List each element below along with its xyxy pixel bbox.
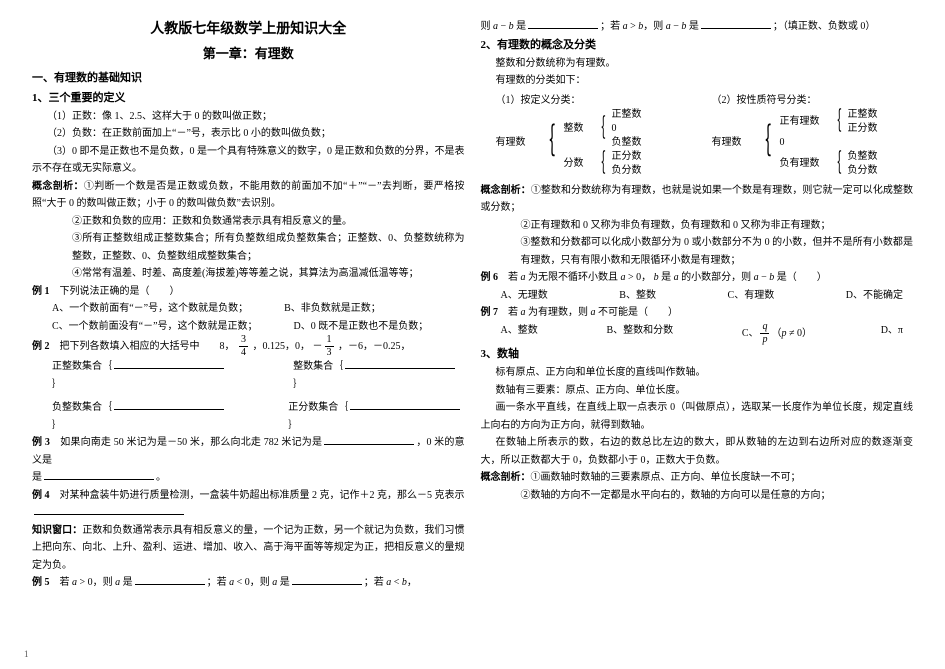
example-5-cont: 则 a − b 是；若 a > b，则 a − b 是；（填正数、负数或 0） [481, 18, 914, 36]
example-6: 例 6 若 a 为无限不循环小数且 a > 0， b 是 a 的小数部分，则 a… [481, 269, 914, 287]
blank-ex3b [44, 471, 154, 480]
example-1-row2: C、一个数前面没有“－”号，这个数就是正数； D、0 既不是正数也不是负数； [32, 318, 465, 336]
example-1-opt-c: C、一个数前面没有“－”号，这个数就是正数； [52, 318, 258, 336]
blank-ex5a [135, 576, 205, 585]
definition-3: （3）0 即不是正数也不是负数，0 是一个具有特殊意义的数字，0 是正数和负数的… [32, 143, 465, 178]
definition-1: （1）正数：像 1、2.5、这样大于 0 的数叫做正数； [32, 108, 465, 126]
example-1-opt-d: D、0 既不是正数也不是负数； [294, 318, 429, 336]
analysis-label: 概念剖析： [32, 181, 84, 192]
tree2-caption: （2）按性质符号分类： [712, 94, 878, 108]
fraction-3-4: 34 [239, 335, 248, 358]
example-6-options: A、无理数 B、整数 C、有理数 D、不能确定 [481, 287, 914, 305]
sec3-l4: 在数轴上所表示的数，右边的数总比左边的数大，即从数轴的左边到右边所对应的数逐渐变… [481, 434, 914, 469]
section-1-heading: 一、有理数的基础知识 [32, 69, 465, 88]
set-posint: 正整数集合 [52, 361, 102, 372]
set-negint: 负整数集合 [52, 402, 102, 413]
ex6-opt-c: C、有理数 [728, 287, 775, 305]
example-7: 例 7 若 a 为有理数，则 a 不可能是（ ） [481, 304, 914, 322]
analysis-4: ④常常有温差、时差、高度差(海拔差)等等差之说，其算法为高温减低温等等； [32, 265, 465, 283]
example-5: 例 5 若 a > 0，则 a 是；若 a < 0，则 a 是；若 a < b， [32, 574, 465, 592]
left-column: 人教版七年级数学上册知识大全 第一章：有理数 一、有理数的基础知识 1、三个重要… [24, 18, 473, 661]
example-1-label: 例 1 [32, 286, 50, 297]
analysis-r2: ②正有理数和 0 又称为非负有理数，负有理数和 0 又称为非正有理数； [481, 217, 914, 235]
blank-set1 [114, 360, 224, 369]
brace-icon: ｛ [591, 117, 605, 141]
example-5-label: 例 5 [32, 577, 50, 588]
ex7-opt-b: B、整数和分数 [606, 322, 673, 345]
tip-label: 知识窗口： [32, 525, 82, 536]
example-3-label: 例 3 [32, 437, 50, 448]
ex7-opt-a: A、整数 [501, 322, 538, 345]
example-6-label: 例 6 [481, 272, 499, 283]
fraction-q-p: qp [760, 322, 769, 345]
page-number: 1 [24, 647, 29, 663]
blank-ex4 [34, 506, 184, 515]
tree-by-definition: （1）按定义分类： 有理数 ｛ 整数 ｛ 正整数 0 负整数 [496, 94, 642, 178]
blank-set3 [114, 401, 224, 410]
definition-2: （2）负数：在正数前面加上“－”号，表示比 0 小的数叫做负数； [32, 125, 465, 143]
set-int: 整数集合 [293, 361, 333, 372]
sec3-analysis: 概念剖析：①画数轴时数轴的三要素原点、正方向、单位长度缺一不可； [481, 469, 914, 487]
brace-icon: ｛ [827, 152, 841, 176]
ex6-opt-a: A、无理数 [501, 287, 548, 305]
example-1-opt-a: A、一个数前面有“－”号，这个数就是负数； [52, 300, 248, 318]
analysis-3: ③所有正整数组成正整数集合；所有负整数组成负整数集合；正整数、0、负整数统称为整… [32, 230, 465, 265]
example-4: 例 4 对某种盒装牛奶进行质量检测，一盒装牛奶超出标准质量 2 克，记作＋2 克… [32, 487, 465, 522]
blank-r1 [528, 20, 598, 29]
example-3: 例 3 如果向南走 50 米记为是－50 米，那么向北走 782 米记为是，0 … [32, 434, 465, 469]
sec3-l2: 数轴有三要素：原点、正方向、单位长度。 [481, 382, 914, 400]
doc-title: 人教版七年级数学上册知识大全 [32, 18, 465, 43]
analysis-label-s3: 概念剖析： [481, 472, 531, 483]
blank-set4 [350, 401, 460, 410]
sec2-line2: 有理数的分类如下： [481, 72, 914, 90]
analysis-r1: 概念剖析：①整数和分数统称为有理数，也就是说如果一个数是有理数，则它就一定可以化… [481, 182, 914, 217]
example-2: 例 2 把下列各数填入相应的大括号中 8， 34 ，0.125，0， －13 ，… [32, 335, 465, 358]
example-1-opt-b: B、非负数就是正数； [284, 300, 381, 318]
example-1: 例 1 下列说法正确的是（ ） [32, 283, 465, 301]
tree-root: 有理数 [496, 136, 528, 150]
brace-icon: ｛ [591, 152, 605, 176]
section-2-heading: 2、有理数的概念及分类 [481, 36, 914, 55]
chapter-title: 第一章：有理数 [32, 43, 465, 66]
set-row-1: 正整数集合｛｝ 整数集合｛｝ [32, 358, 465, 393]
brace-icon: ｛ [752, 126, 772, 160]
set-row-2: 负整数集合｛｝ 正分数集合｛｝ [32, 399, 465, 434]
example-7-options: A、整数 B、整数和分数 C、qp（p ≠ 0） D、π [481, 322, 914, 345]
set-posfrac: 正分数集合 [288, 402, 338, 413]
sec3-l1: 标有原点、正方向和单位长度的直线叫作数轴。 [481, 364, 914, 382]
tree-by-sign: （2）按性质符号分类： 有理数 ｛ 正有理数 ｛ 正整数 正分数 0 [712, 94, 878, 178]
analysis-r3: ③整数和分数都可以化成小数部分为 0 或小数部分不为 0 的小数，但并不是所有小… [481, 234, 914, 269]
classification-trees: （1）按定义分类： 有理数 ｛ 整数 ｛ 正整数 0 负整数 [496, 94, 914, 178]
tip-block: 知识窗口：正数和负数通常表示具有相反意义的量，一个记为正数，另一个就记为负数，我… [32, 522, 465, 575]
sec3-l3: 画一条水平直线，在直线上取一点表示 0（叫做原点），选取某一长度作为单位长度，规… [481, 399, 914, 434]
example-2-label: 例 2 [32, 341, 50, 352]
blank-ex5b [292, 576, 362, 585]
brace-icon: ｛ [827, 110, 841, 134]
blank-r2 [701, 20, 771, 29]
ex7-opt-c: C、qp（p ≠ 0） [742, 322, 812, 345]
example-3-tail: 是。 [32, 469, 465, 487]
example-1-row1: A、一个数前面有“－”号，这个数就是负数； B、非负数就是正数； [32, 300, 465, 318]
fraction-neg-1-3: 13 [325, 335, 334, 358]
sec2-line1: 整数和分数统称为有理数。 [481, 55, 914, 73]
example-4-label: 例 4 [32, 490, 50, 501]
example-7-label: 例 7 [481, 307, 499, 318]
ex7-opt-d: D、π [881, 322, 903, 345]
section-3-heading: 3、数轴 [481, 345, 914, 364]
analysis-2: ②正数和负数的应用：正数和负数通常表示具有相反意义的量。 [32, 213, 465, 231]
section-1-1-heading: 1、三个重要的定义 [32, 89, 465, 108]
sec3-ga2: ②数轴的方向不一定都是水平向右的，数轴的方向可以是任意的方向； [481, 487, 914, 505]
blank-ex3a [324, 436, 414, 445]
right-column: 则 a − b 是；若 a > b，则 a − b 是；（填正数、负数或 0） … [473, 18, 922, 661]
ex6-opt-d: D、不能确定 [846, 287, 903, 305]
brace-icon: ｛ [536, 126, 556, 160]
analysis-1: 概念剖析：①判断一个数是否是正数或负数，不能用数的前面加不加“＋”“－”去判断，… [32, 178, 465, 213]
analysis-label-r: 概念剖析： [481, 185, 531, 196]
ex6-opt-b: B、整数 [619, 287, 656, 305]
blank-set2 [345, 360, 455, 369]
tree1-caption: （1）按定义分类： [496, 94, 642, 108]
